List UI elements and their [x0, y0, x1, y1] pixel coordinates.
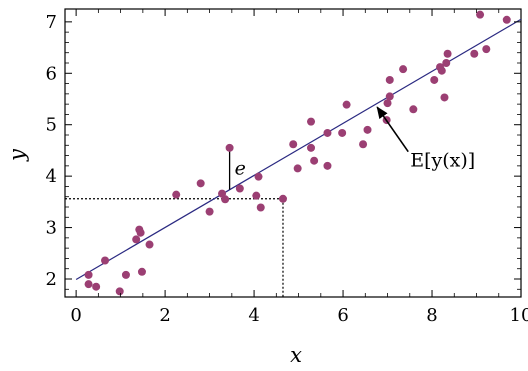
data-point: [342, 100, 351, 109]
x-tick-label: 0: [70, 305, 81, 326]
residual-label: e: [235, 158, 246, 180]
data-point: [430, 75, 439, 84]
data-point: [363, 125, 372, 134]
data-point: [383, 99, 392, 108]
data-point: [293, 164, 302, 173]
data-point: [225, 143, 234, 152]
x-tick-label: 2: [159, 305, 170, 326]
data-point: [307, 143, 316, 152]
x-tick-label: 4: [248, 305, 259, 326]
data-point: [310, 156, 319, 165]
data-point: [101, 256, 110, 265]
data-point: [482, 45, 491, 54]
data-point: [132, 235, 141, 244]
data-point: [254, 172, 263, 181]
data-point: [278, 194, 287, 203]
data-point: [437, 66, 446, 75]
data-point: [442, 59, 451, 67]
data-point: [289, 140, 298, 149]
y-tick-label: 3: [46, 218, 57, 239]
x-axis-title: x: [290, 343, 302, 367]
data-point: [338, 128, 347, 137]
data-point: [359, 140, 368, 149]
data-point: [256, 203, 265, 212]
data-point: [399, 65, 408, 74]
y-tick-label: 6: [46, 63, 57, 84]
data-point: [502, 15, 511, 24]
data-point: [84, 270, 93, 279]
data-point: [172, 190, 181, 199]
data-point: [443, 49, 452, 58]
data-point: [440, 93, 449, 102]
data-point: [307, 117, 316, 126]
data-point: [136, 228, 145, 237]
data-point: [92, 282, 101, 291]
data-point: [323, 128, 332, 137]
annotation-label: E[y(x)]: [410, 150, 475, 172]
data-point: [385, 75, 394, 84]
data-point: [145, 240, 154, 249]
y-tick-label: 5: [46, 115, 57, 136]
data-point: [385, 92, 394, 101]
x-tick-label: 6: [337, 305, 348, 326]
data-point: [476, 10, 485, 19]
x-tick-label: 10: [510, 305, 528, 326]
plot-frame: [64, 8, 522, 298]
data-point: [196, 179, 205, 188]
data-point: [409, 105, 418, 114]
x-tick-label: 8: [426, 305, 437, 326]
data-point: [137, 267, 146, 276]
y-axis-title: y: [5, 148, 29, 162]
data-point: [121, 270, 130, 279]
data-point: [235, 184, 244, 193]
y-tick-label: 4: [46, 166, 57, 187]
annotation-arrow: [376, 106, 409, 153]
data-point: [115, 287, 124, 296]
data-point: [205, 207, 214, 216]
y-tick-label: 2: [46, 269, 57, 290]
data-point: [470, 49, 479, 58]
data-point: [252, 191, 261, 200]
y-tick-label: 7: [46, 12, 57, 33]
data-point: [323, 161, 332, 170]
data-point: [84, 280, 93, 289]
data-point: [221, 195, 230, 204]
